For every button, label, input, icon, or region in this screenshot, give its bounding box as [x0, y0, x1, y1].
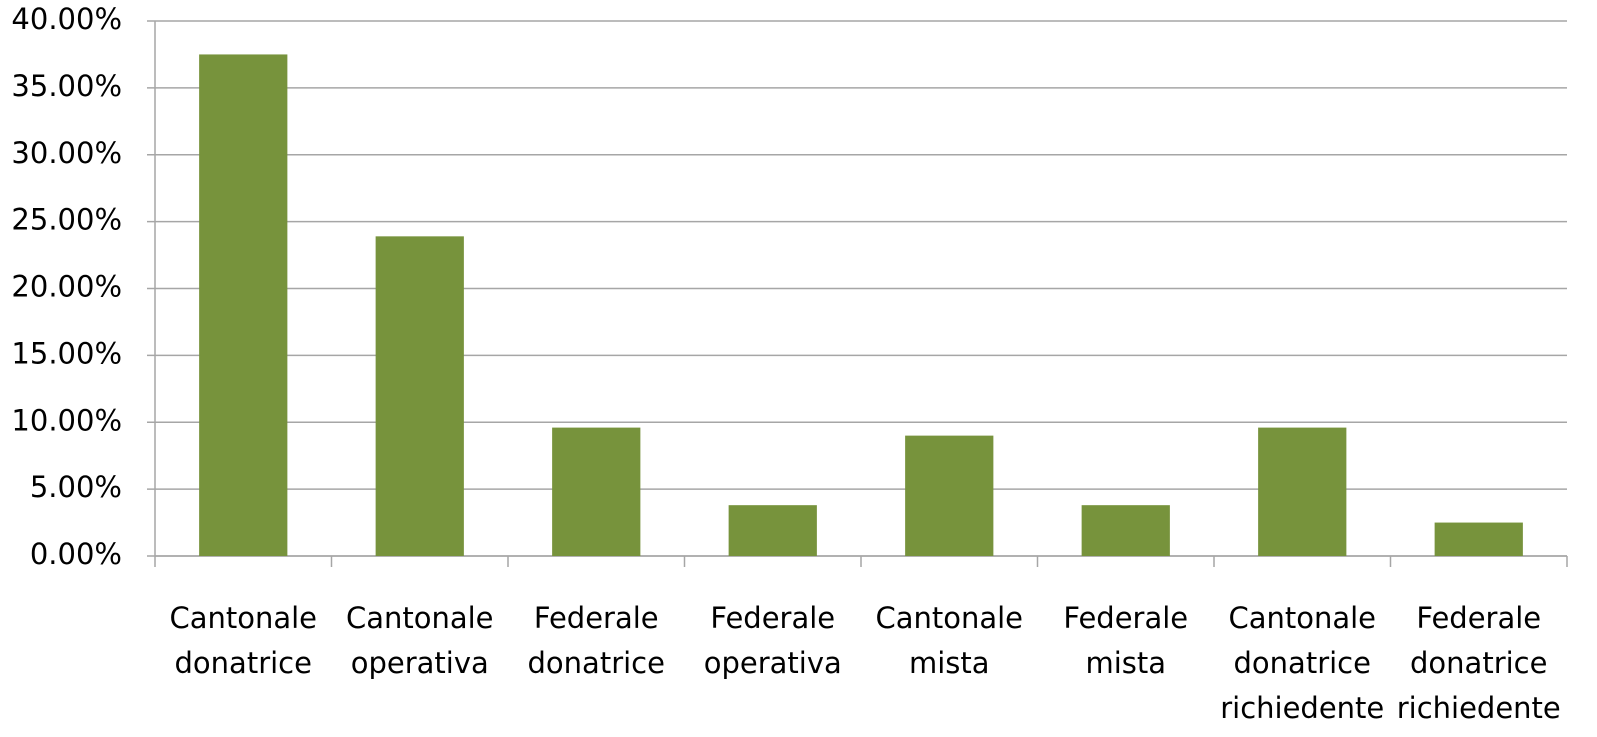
bar [375, 236, 464, 556]
y-tick-label: 25.00% [11, 203, 122, 237]
y-tick-label: 10.00% [11, 403, 122, 437]
x-tick-label: Federale operativa [703, 601, 842, 680]
y-tick-label: 30.00% [11, 136, 122, 170]
x-tick-label: Federale donatrice [527, 601, 665, 680]
y-tick-label: 35.00% [11, 69, 122, 103]
y-tick-label: 0.00% [30, 537, 122, 571]
y-tick-label: 20.00% [11, 270, 122, 304]
bar [1258, 427, 1347, 556]
bar [905, 435, 994, 556]
x-tick-label: Federale donatrice richiedente [1396, 601, 1561, 725]
bar [1081, 505, 1170, 556]
y-tick-label: 15.00% [11, 336, 122, 370]
bar [1434, 522, 1523, 556]
bar [728, 505, 817, 556]
bar [199, 54, 288, 556]
x-tick-label: Cantonale donatrice richiedente [1220, 601, 1385, 725]
bar [552, 427, 641, 556]
y-tick-label: 40.00% [11, 2, 122, 36]
x-tick-label: Cantonale operativa [345, 601, 494, 680]
x-tick-label: Cantonale mista [875, 601, 1024, 680]
x-tick-label: Cantonale donatrice [169, 601, 318, 680]
x-tick-label: Federale mista [1063, 601, 1189, 680]
y-tick-label: 5.00% [30, 470, 122, 504]
